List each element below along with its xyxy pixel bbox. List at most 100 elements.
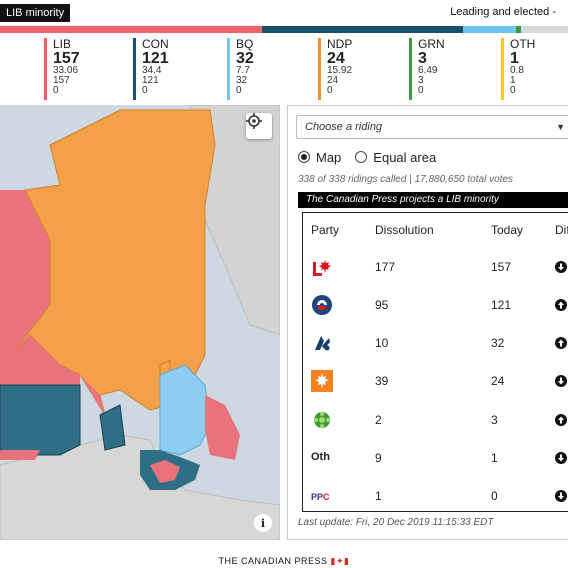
party-summary-bq: BQ 32 7.7 32 0 bbox=[227, 38, 254, 100]
footer-credit: THE CANADIAN PRESS ▮✦▮ bbox=[0, 556, 568, 567]
progress-segment-bq bbox=[463, 26, 517, 33]
progress-segment-other bbox=[521, 26, 568, 33]
dissolution-seats: 177 bbox=[375, 260, 396, 274]
party-seats: 32 bbox=[236, 50, 254, 67]
top-bar: LIB minority Leading and elected - bbox=[0, 0, 568, 26]
today-seats: 32 bbox=[491, 336, 505, 350]
info-icon[interactable]: i bbox=[254, 514, 272, 532]
dissolution-seats: 39 bbox=[375, 374, 389, 388]
party-leading: 32 bbox=[236, 75, 248, 86]
party-label: Oth bbox=[311, 451, 330, 463]
party-results-strip: LIB 157 33.06 157 0 CON 121 34.4 121 0 BQ 32 7.7 32 0 N… bbox=[0, 36, 568, 100]
table-row: 10 32 bbox=[303, 323, 568, 361]
riding-select-placeholder: Choose a riding bbox=[305, 121, 383, 133]
arrow-up-icon bbox=[555, 298, 567, 311]
party-vote-pct: 33.06 bbox=[53, 65, 79, 76]
table-row: PP C 1 0 bbox=[303, 476, 568, 514]
chevron-down-icon: ▼ bbox=[556, 122, 565, 132]
party-leading: 24 bbox=[327, 75, 339, 86]
party-vote-pct: 6.49 bbox=[418, 65, 438, 76]
party-seats: 3 bbox=[418, 50, 427, 67]
ndp-logo-icon bbox=[311, 370, 333, 392]
today-seats: 121 bbox=[491, 298, 512, 312]
result-status-badge: LIB minority bbox=[0, 4, 71, 22]
arrow-down-icon bbox=[555, 260, 567, 273]
party-elected: 0 bbox=[327, 85, 333, 96]
footer-brand: THE CANADIAN PRESS bbox=[218, 556, 328, 566]
party-vote-pct: 34.4 bbox=[142, 65, 162, 76]
arrow-up-icon bbox=[555, 336, 567, 349]
seat-progress-bar bbox=[0, 26, 568, 33]
results-sidebar: Choose a riding ▼ Map Equal area 338 of … bbox=[287, 105, 568, 540]
svg-text:PP: PP bbox=[311, 492, 323, 502]
party-summary-lib: LIB 157 33.06 157 0 bbox=[44, 38, 80, 100]
bq-logo-icon bbox=[311, 332, 333, 354]
view-option-map-label: Map bbox=[316, 149, 342, 165]
today-seats: 1 bbox=[491, 451, 498, 465]
party-elected: 0 bbox=[142, 85, 148, 96]
riding-select[interactable]: Choose a riding ▼ bbox=[296, 115, 568, 139]
svg-text:C: C bbox=[323, 492, 330, 502]
party-vote-pct: 15.92 bbox=[327, 65, 353, 76]
party-name: LIB bbox=[53, 37, 72, 51]
crosshair-icon[interactable] bbox=[246, 113, 272, 139]
ridings-called-text: 338 of 338 ridings called | 17,880,650 t… bbox=[298, 174, 513, 185]
header-difference: Dif bbox=[555, 223, 568, 237]
arrow-down-icon bbox=[555, 489, 567, 502]
table-row: 39 24 bbox=[303, 361, 568, 399]
ppc-logo-icon: PP C bbox=[311, 485, 333, 507]
party-name: GRN bbox=[418, 37, 445, 51]
party-summary-grn: GRN 3 6.49 3 0 bbox=[409, 38, 445, 100]
canada-flag-icon: ▮✦▮ bbox=[330, 556, 350, 566]
party-summary-con: CON 121 34.4 121 0 bbox=[133, 38, 169, 100]
party-leading: 3 bbox=[418, 75, 424, 86]
view-option-equal-area[interactable]: Equal area bbox=[355, 150, 436, 165]
party-seats: 24 bbox=[327, 50, 345, 67]
party-leading: 1 bbox=[510, 75, 516, 86]
party-name: NDP bbox=[327, 37, 353, 51]
lib-maple-leaf-icon bbox=[311, 256, 333, 278]
con-logo-icon bbox=[311, 294, 333, 316]
party-leading: 157 bbox=[53, 75, 70, 86]
progress-segment-con bbox=[261, 26, 464, 33]
header-today: Today bbox=[491, 223, 524, 237]
arrow-up-icon bbox=[555, 413, 567, 426]
party-elected: 0 bbox=[510, 85, 516, 96]
table-row: 177 157 bbox=[303, 247, 568, 285]
party-name: BQ bbox=[236, 37, 254, 51]
dissolution-seats: 1 bbox=[375, 489, 382, 503]
seat-change-table: Party Dissolution Today Dif 177157951211… bbox=[302, 212, 568, 512]
progress-segment-grn bbox=[516, 26, 522, 33]
party-vote-pct: 0.8 bbox=[510, 65, 524, 76]
arrow-down-icon bbox=[555, 374, 567, 387]
arrow-down-icon bbox=[555, 451, 567, 464]
radio-equal-area[interactable] bbox=[355, 151, 368, 163]
party-summary-ndp: NDP 24 15.92 24 0 bbox=[318, 38, 352, 100]
last-update-text: Last update: Fri, 20 Dec 2019 11:15:33 E… bbox=[298, 517, 494, 528]
green-logo-icon bbox=[311, 409, 333, 431]
map-canvas[interactable] bbox=[0, 105, 280, 540]
view-option-map[interactable]: Map bbox=[298, 150, 341, 165]
party-seats: 121 bbox=[142, 50, 169, 67]
party-seats: 1 bbox=[510, 50, 519, 67]
projection-banner: The Canadian Press projects a LIB minori… bbox=[298, 192, 568, 208]
view-option-equal-area-label: Equal area bbox=[373, 149, 437, 165]
header-dissolution: Dissolution bbox=[375, 223, 434, 237]
party-name: CON bbox=[142, 37, 169, 51]
table-row: Oth 9 1 bbox=[303, 438, 568, 476]
party-seats: 157 bbox=[53, 50, 80, 67]
dissolution-seats: 10 bbox=[375, 336, 389, 350]
progress-segment-lib bbox=[0, 26, 262, 33]
view-toggle: Map Equal area bbox=[298, 148, 436, 166]
results-map[interactable]: i bbox=[0, 105, 280, 540]
party-name: OTH bbox=[510, 37, 536, 51]
party-elected: 0 bbox=[418, 85, 424, 96]
leading-elected-label: Leading and elected - bbox=[450, 6, 556, 18]
radio-map[interactable] bbox=[298, 151, 310, 163]
today-seats: 157 bbox=[491, 260, 512, 274]
party-elected: 0 bbox=[53, 85, 59, 96]
party-summary-oth: OTH 1 0.8 1 0 bbox=[501, 38, 535, 100]
dissolution-seats: 2 bbox=[375, 413, 382, 427]
party-elected: 0 bbox=[236, 85, 242, 96]
